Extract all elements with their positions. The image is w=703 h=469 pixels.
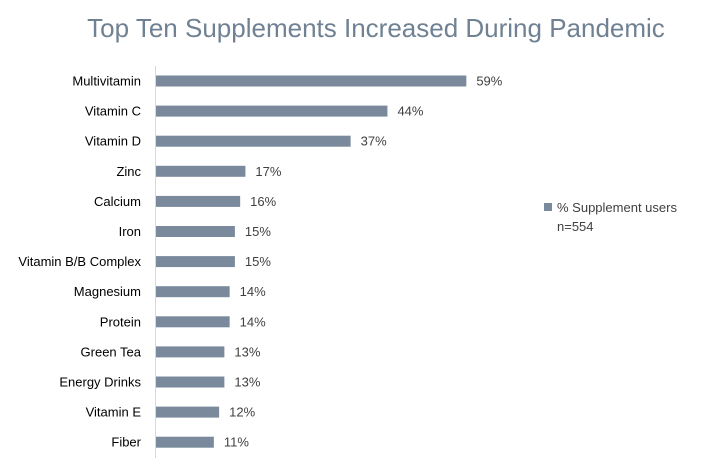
category-label: Vitamin C — [85, 104, 141, 119]
legend-note: n=554 — [557, 219, 594, 234]
category-label: Fiber — [111, 435, 141, 450]
category-label: Energy Drinks — [59, 375, 141, 390]
category-label: Protein — [100, 314, 141, 329]
data-label: 15% — [245, 254, 271, 269]
data-label: 15% — [245, 224, 271, 239]
category-label: Vitamin B/B Complex — [18, 254, 141, 269]
bar — [156, 105, 388, 117]
chart-title: Top Ten Supplements Increased During Pan… — [87, 13, 665, 43]
data-label: 14% — [240, 314, 266, 329]
bar — [156, 165, 246, 177]
bar — [156, 376, 225, 388]
data-label: 13% — [234, 344, 260, 359]
category-label: Multivitamin — [72, 74, 141, 89]
category-label: Green Tea — [81, 344, 142, 359]
legend: % Supplement users n=554 — [544, 200, 677, 234]
data-label: 14% — [240, 284, 266, 299]
bar — [156, 75, 467, 87]
data-label: 16% — [250, 194, 276, 209]
bar — [156, 226, 235, 237]
bar — [156, 195, 241, 207]
bar — [156, 256, 235, 268]
category-label: Vitamin D — [85, 134, 141, 149]
data-label: 17% — [255, 164, 281, 179]
legend-label: % Supplement users — [557, 200, 677, 215]
category-label: Iron — [119, 224, 141, 239]
bar — [156, 436, 214, 448]
data-label: 13% — [234, 375, 260, 390]
category-label: Calcium — [94, 194, 141, 209]
data-label: 44% — [397, 104, 423, 119]
data-label: 12% — [229, 405, 255, 420]
data-label: 59% — [476, 74, 502, 89]
bar — [156, 346, 225, 358]
category-label: Vitamin E — [86, 405, 142, 420]
category-label: Zinc — [116, 164, 141, 179]
bar-group: Multivitamin 59% Vitamin C 44% Vitamin D 37% Z… — [18, 74, 502, 450]
category-label: Magnesium — [74, 284, 141, 299]
bar — [156, 286, 230, 298]
legend-swatch — [544, 203, 552, 211]
bar — [156, 135, 351, 147]
bar — [156, 406, 220, 418]
data-label: 37% — [361, 134, 387, 149]
data-label: 11% — [224, 435, 249, 450]
bar — [156, 316, 230, 328]
